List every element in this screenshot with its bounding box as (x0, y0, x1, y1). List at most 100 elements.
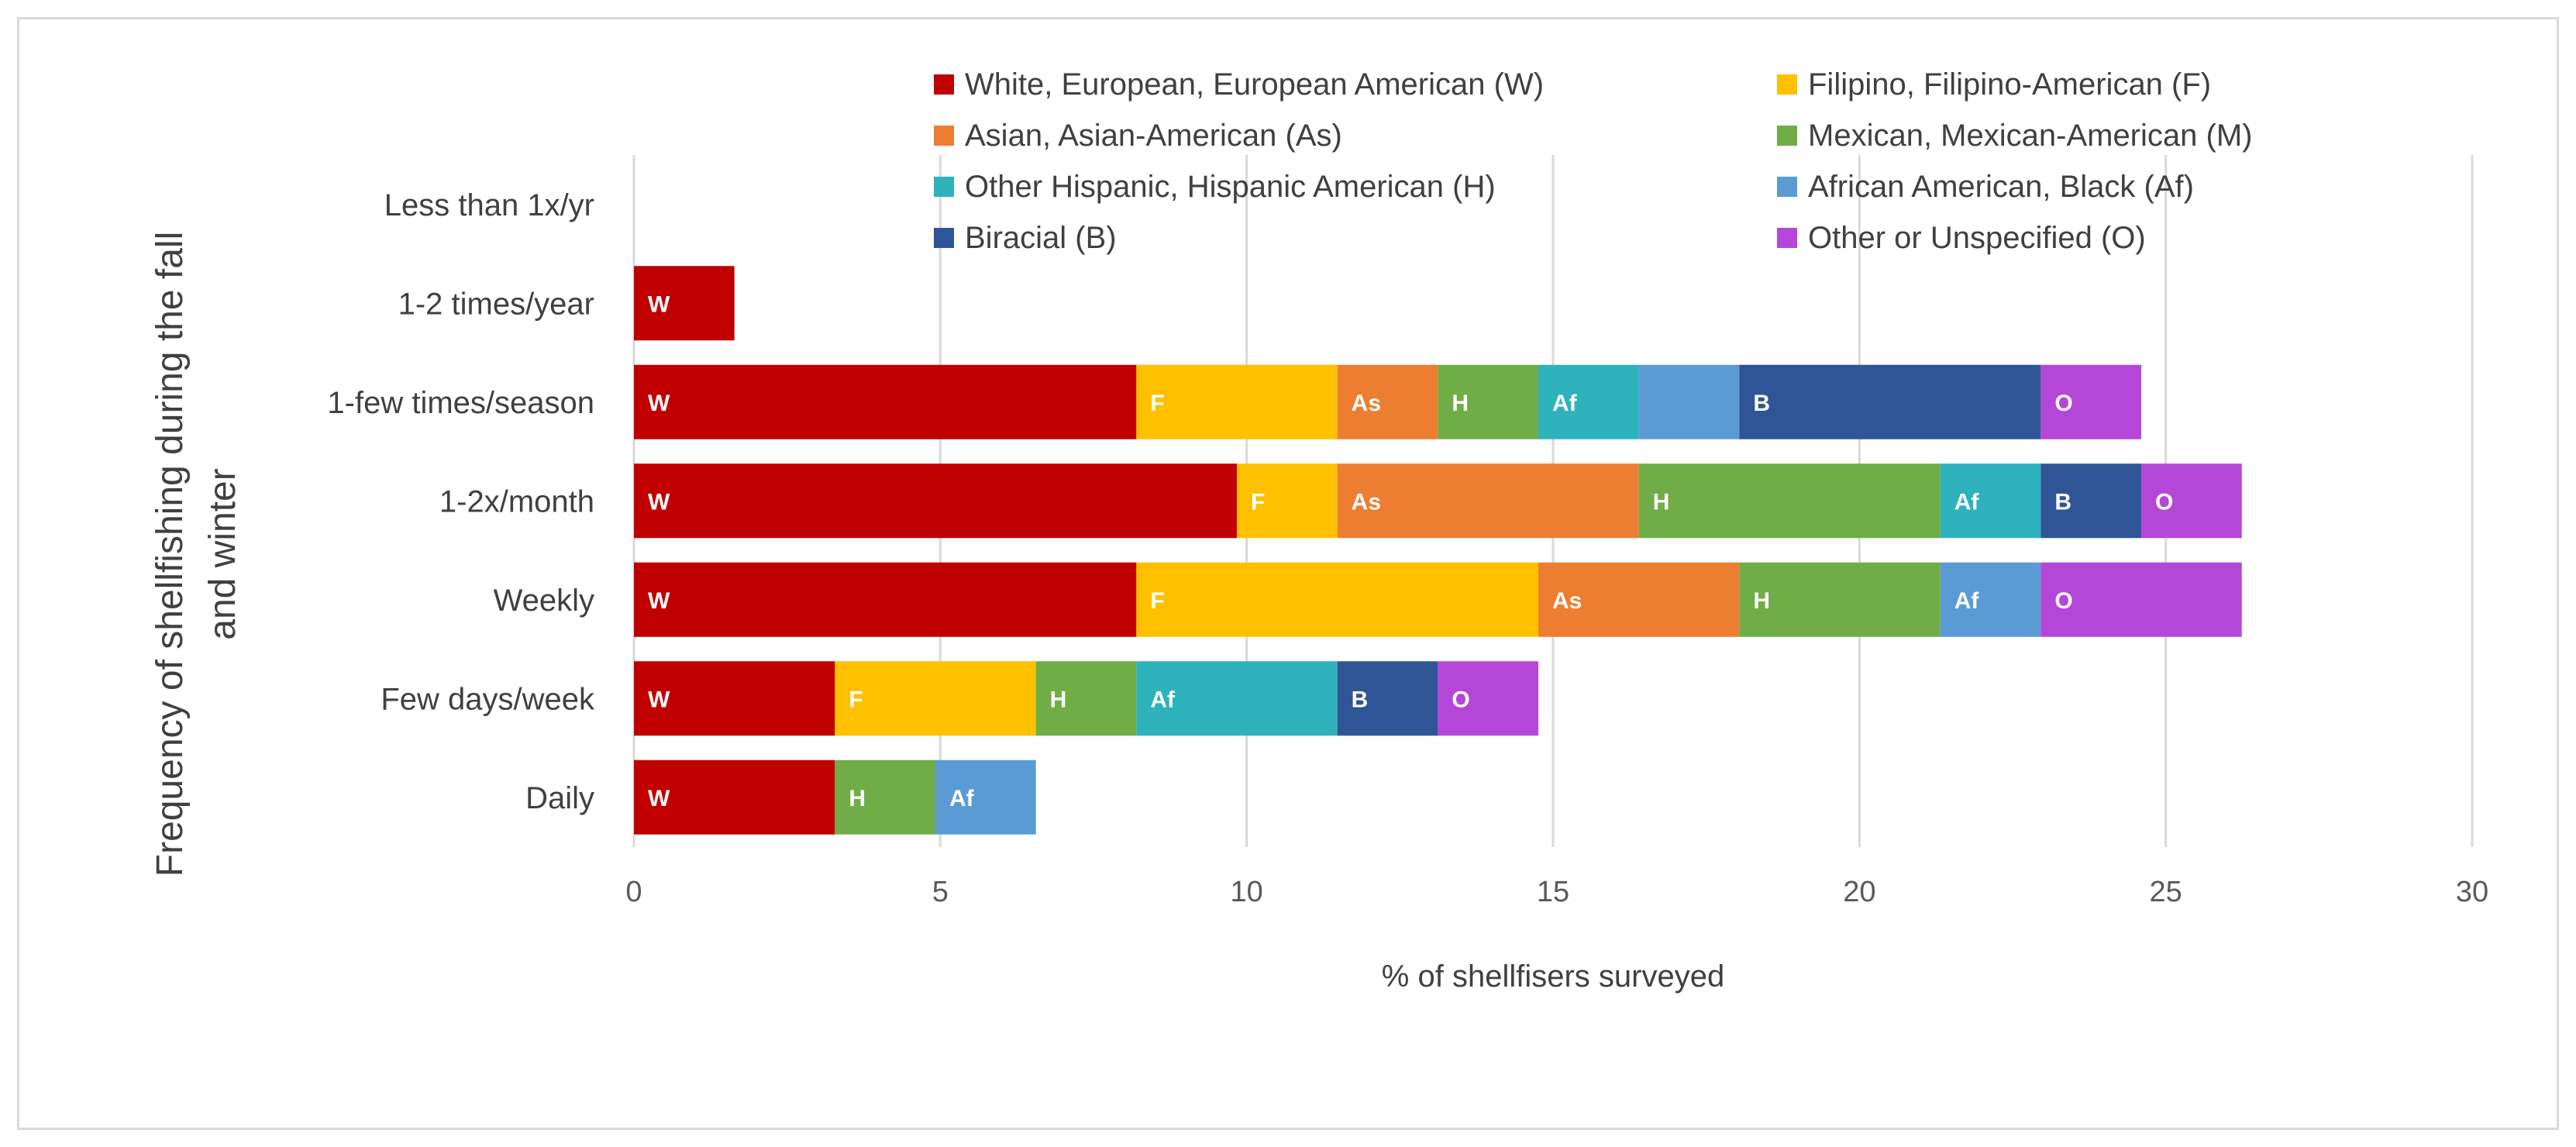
y-axis-title: Frequency of shellfishing during the fal… (150, 232, 243, 877)
legend-swatch (934, 228, 954, 248)
legend-label: Filipino, Filipino-American (F) (1808, 67, 2211, 102)
legend-label: Biracial (B) (965, 221, 1117, 255)
bar-segment (1940, 562, 2041, 637)
bar-segment-label: O (1452, 687, 1469, 712)
bar-segment-label: As (1552, 588, 1582, 614)
bar-segment (2040, 463, 2142, 539)
bar-segment-label: H (1653, 489, 1670, 515)
stacked-bar-chart: W W F As H Af B O W F As H Af B O W F As H Af O W F H Af B O W H Af L… (150, 67, 2488, 994)
bar-segment (1237, 463, 1338, 539)
bar-segment-label: H (849, 786, 866, 811)
category-label: 1-2 times/year (398, 287, 594, 321)
x-tick-label: 0 (625, 876, 642, 908)
bars: W W F As H Af B O W F As H Af B O W F As H Af O W F H Af B O W H Af (634, 266, 2242, 835)
legend: White, European, European American (W) Fi… (934, 67, 2252, 255)
legend-label: Other or Unspecified (O) (1808, 221, 2146, 255)
bar-segment (1940, 463, 2041, 539)
legend-swatch (1777, 177, 1797, 197)
bar-segment-label: F (1150, 391, 1164, 416)
bar-segment-label: W (648, 489, 670, 515)
bar-segment-label: B (1352, 687, 1369, 712)
x-tick-label: 30 (2456, 876, 2488, 908)
bar-segment (1337, 463, 1639, 539)
legend-label: Other Hispanic, Hispanic American (H) (965, 170, 1496, 204)
y-axis-title-line-2: and winter (202, 468, 243, 639)
bar-segment-label: Af (1552, 391, 1578, 416)
x-tick-label: 25 (2150, 876, 2182, 908)
bar-segment (634, 463, 1238, 539)
bar-segment-label: Af (1954, 588, 1980, 614)
bar-segment (634, 760, 835, 835)
x-tick-label: 5 (932, 876, 949, 908)
bar-segment (835, 760, 936, 835)
bar-segment (2141, 463, 2242, 539)
bar-segment-label: Af (949, 786, 975, 811)
x-axis-title: % of shellfisers surveyed (1382, 959, 1724, 994)
bar-segment (1136, 661, 1338, 736)
legend-label: African American, Black (Af) (1808, 170, 2194, 204)
bar-segment (1337, 661, 1438, 736)
bar-segment (1638, 364, 1740, 439)
bar-segment-label: W (648, 687, 670, 712)
legend-label: Asian, Asian-American (As) (965, 119, 1342, 153)
bar-segment (1638, 463, 1941, 539)
legend-swatch (934, 126, 954, 146)
bar-segment (1136, 562, 1539, 637)
bar-segment (634, 562, 1137, 637)
x-tick-label: 20 (1843, 876, 1875, 908)
bar-segment-label: W (648, 588, 670, 614)
x-tick-label: 15 (1537, 876, 1569, 908)
bar-segment-label: O (2155, 489, 2173, 515)
bar-segment-label: W (648, 786, 670, 811)
bar-segment (1337, 364, 1438, 439)
legend-swatch (934, 177, 954, 197)
bar-segment-label: H (1753, 588, 1770, 614)
bar-segment-label: O (2054, 588, 2072, 614)
legend-swatch (1777, 228, 1797, 248)
bar-segment (2040, 364, 2142, 439)
bar-segment (1136, 364, 1338, 439)
category-labels: Less than 1x/yr 1-2 times/year 1-few times… (327, 188, 595, 815)
bar-segment-label: B (1753, 391, 1770, 416)
legend-swatch (1777, 126, 1797, 146)
bar-segment-label: F (1251, 489, 1265, 515)
bar-segment (1538, 562, 1740, 637)
bar-segment (1739, 364, 2041, 439)
bar-segment-label: W (648, 291, 670, 317)
category-label: 1-few times/season (327, 386, 594, 420)
category-label: 1-2x/month (439, 484, 594, 518)
bar-segment (1438, 364, 1539, 439)
legend-label: Mexican, Mexican-American (M) (1808, 119, 2252, 153)
category-label: Weekly (494, 584, 594, 618)
bar-segment (634, 364, 1137, 439)
bar-segment-label: H (1050, 687, 1067, 712)
bar-segment-label: O (2054, 391, 2072, 416)
bar-segment (1739, 562, 1941, 637)
bar-segment-label: F (849, 687, 863, 712)
category-label: Daily (525, 781, 594, 815)
bar-segment-label: Af (1954, 489, 1980, 515)
bar-segment-label: Af (1150, 687, 1176, 712)
bar-segment (634, 266, 735, 341)
bar-segment (835, 661, 1036, 736)
bar-segment (1438, 661, 1539, 736)
bar-segment (2040, 562, 2242, 637)
bar-segment (634, 661, 835, 736)
bar-segment-label: As (1352, 489, 1381, 515)
y-axis-title-line-1: Frequency of shellfishing during the fal… (150, 232, 191, 877)
bar-segment-label: As (1352, 391, 1381, 416)
bar-segment-label: F (1150, 588, 1164, 614)
bar-segment (935, 760, 1036, 835)
bar-segment (1035, 661, 1137, 736)
category-label: Less than 1x/yr (384, 188, 594, 222)
bar-segment-label: H (1452, 391, 1469, 416)
chart-frame: W W F As H Af B O W F As H Af B O W F As H Af O W F H Af B O W H Af L… (17, 17, 2559, 1130)
category-label: Few days/week (381, 682, 595, 716)
bar-segment-label: B (2054, 489, 2071, 515)
x-tick-labels: 0 5 10 15 20 25 30 (625, 876, 2488, 908)
legend-swatch (1777, 74, 1797, 95)
legend-swatch (934, 74, 954, 95)
legend-label: White, European, European American (W) (965, 67, 1544, 102)
x-tick-label: 10 (1231, 876, 1263, 908)
bar-segment-label: W (648, 391, 670, 416)
